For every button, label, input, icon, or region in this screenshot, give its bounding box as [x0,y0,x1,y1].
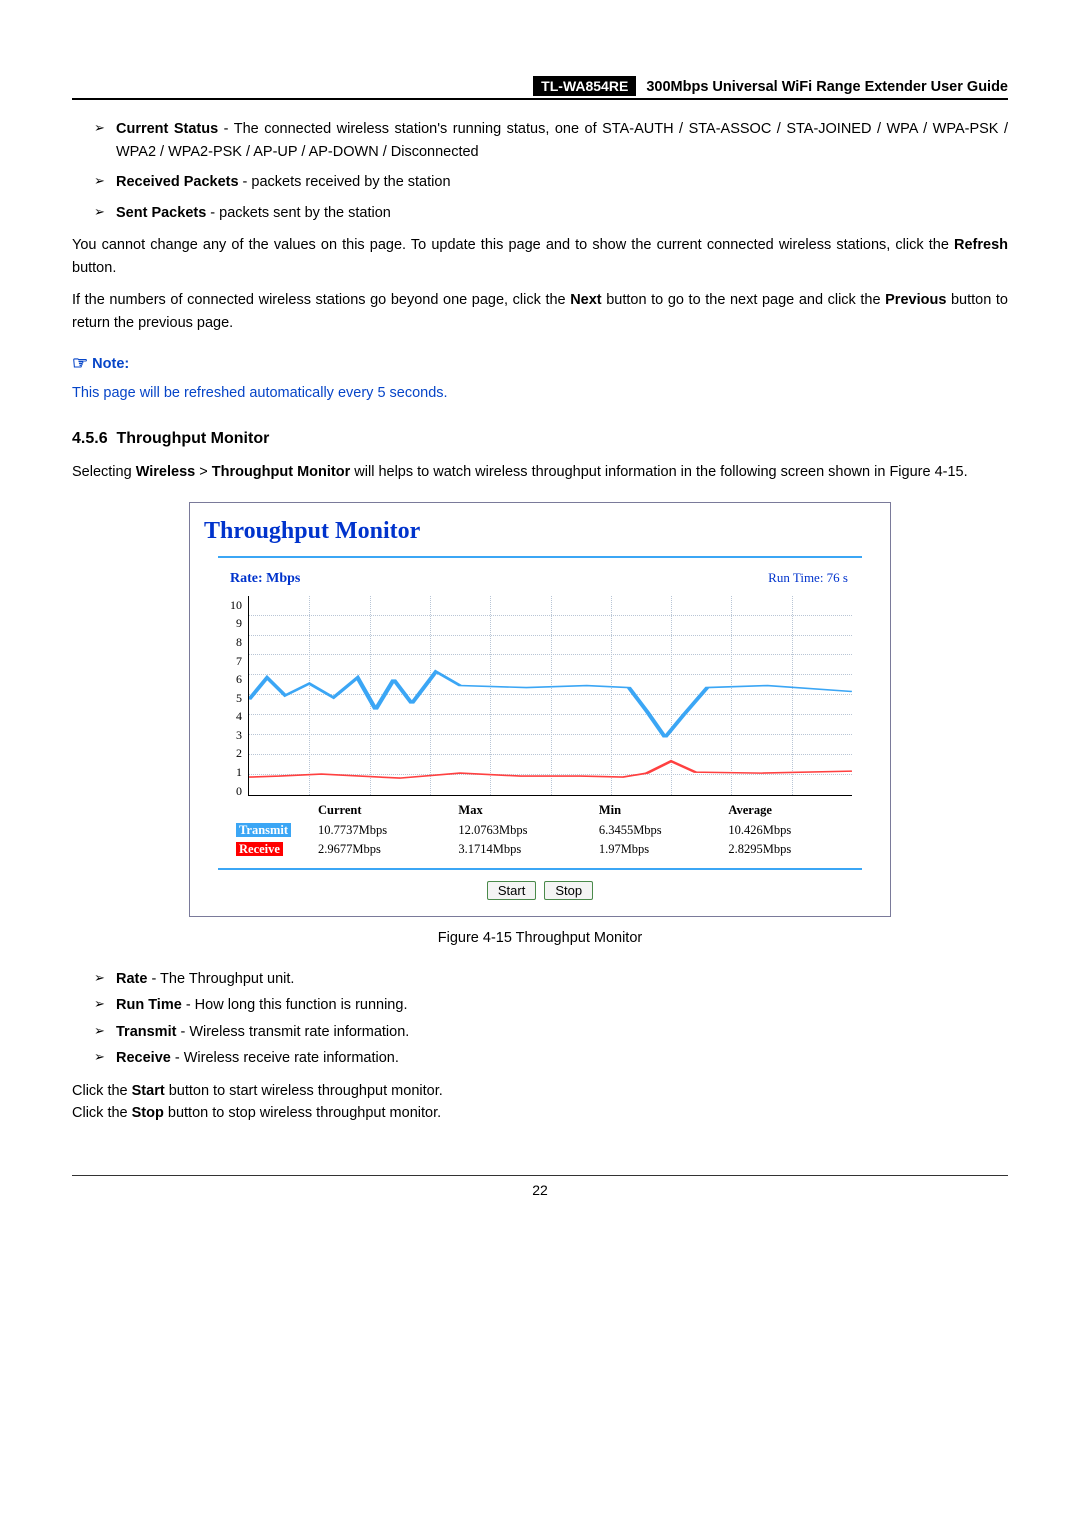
chart-box: Rate: Mbps Run Time: 76 s 109876543210 C… [218,556,862,870]
section-intro: Selecting Wireless > Throughput Monitor … [72,461,1008,483]
paragraph-refresh: You cannot change any of the values on t… [72,234,1008,279]
runtime-label: Run Time: 76 s [768,568,848,590]
list-item: Received Packets - packets received by t… [94,171,1008,193]
paragraph-paging: If the numbers of connected wireless sta… [72,289,1008,334]
header-title: 300Mbps Universal WiFi Range Extender Us… [640,79,1008,95]
page-header: TL-WA854RE 300Mbps Universal WiFi Range … [72,48,1008,100]
header-model: TL-WA854RE [533,76,636,96]
button-row: Start Stop [190,880,890,902]
panel-title: Throughput Monitor [190,509,890,550]
figure-caption: Figure 4-15 Throughput Monitor [72,927,1008,949]
list-item: Receive - Wireless receive rate informat… [94,1047,1008,1069]
list-item: Sent Packets - packets sent by the stati… [94,202,1008,224]
page-footer: 22 [72,1175,1008,1202]
note-label: ☞ Note: [72,350,1008,378]
pointing-hand-icon: ☞ [72,353,88,373]
tail-line-2: Click the Stop button to stop wireless t… [72,1102,1008,1124]
list-item: Transmit - Wireless transmit rate inform… [94,1021,1008,1043]
start-button[interactable]: Start [487,881,536,900]
list-item: Current Status - The connected wireless … [94,118,1008,163]
list-item: Rate - The Throughput unit. [94,968,1008,990]
bullet-list-bottom: Rate - The Throughput unit. Run Time - Ho… [72,968,1008,1070]
chart-area: 109876543210 [230,596,852,796]
y-axis: 109876543210 [230,596,248,796]
tail-line-1: Click the Start button to start wireless… [72,1080,1008,1102]
rate-label: Rate: Mbps [230,568,300,590]
stats-table: CurrentMaxMinAverageTransmit10.7737Mbps1… [230,800,852,860]
throughput-monitor-panel: Throughput Monitor Rate: Mbps Run Time: … [189,502,891,917]
bullet-list-top: Current Status - The connected wireless … [72,118,1008,224]
page-number: 22 [532,1182,548,1198]
section-heading: 4.5.6 Throughput Monitor [72,427,1008,452]
plot-box [248,596,852,796]
list-item: Run Time - How long this function is run… [94,994,1008,1016]
note-body: This page will be refreshed automaticall… [72,382,1008,404]
stop-button[interactable]: Stop [544,881,593,900]
chart-lines [249,596,852,795]
